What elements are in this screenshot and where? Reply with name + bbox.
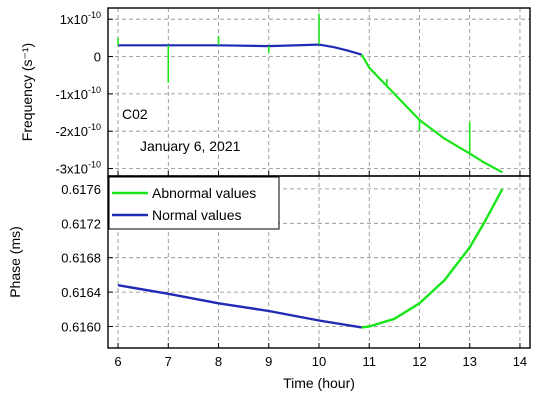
frequency-grid — [108, 8, 530, 176]
x-tick-label: 6 — [114, 354, 121, 369]
y-tick-label: 0.6168 — [61, 251, 101, 266]
frequency-ticks — [108, 18, 521, 176]
y-tick-label: 1x10-10 — [60, 10, 101, 27]
series-line-normal-values — [118, 43, 363, 56]
time-x-tick-labels: 6 7 8 9 10 11 12 13 14 — [114, 354, 527, 369]
frequency-plot-area — [117, 13, 503, 174]
legend: Abnormal values Normal values — [108, 176, 280, 230]
x-tick-label: 9 — [265, 354, 272, 369]
legend-label-abnormal: Abnormal values — [152, 185, 256, 201]
frequency-y-axis-label: Frequency (s⁻¹) — [19, 43, 35, 141]
x-tick-label: 10 — [312, 354, 326, 369]
y-tick-label: 0.6164 — [61, 285, 101, 300]
phase-plot-area — [117, 188, 504, 329]
series-line-abnormal-values — [361, 188, 504, 329]
x-tick-label: 12 — [412, 354, 426, 369]
date-annotation: January 6, 2021 — [140, 138, 241, 154]
x-tick-label: 14 — [513, 354, 527, 369]
x-tick-label: 7 — [165, 354, 172, 369]
legend-label-normal: Normal values — [152, 207, 241, 223]
y-tick-label: 0 — [94, 50, 101, 65]
series-line-abnormal-values — [360, 54, 503, 174]
y-tick-label: -3x10-10 — [55, 160, 101, 177]
phase-y-axis-label: Phase (ms) — [7, 226, 23, 298]
y-tick-label: 0.6176 — [61, 182, 101, 197]
legend-box — [108, 176, 280, 230]
y-tick-label: 0.6160 — [61, 320, 101, 335]
x-tick-label: 8 — [215, 354, 222, 369]
x-tick-label: 11 — [362, 354, 376, 369]
series-line-normal-values — [117, 284, 362, 329]
station-annotation: C02 — [122, 106, 148, 122]
phase-y-tick-labels: 0.6160 0.6164 0.6168 0.6172 0.6176 — [61, 182, 101, 335]
phase-grid — [108, 176, 530, 348]
x-tick-label: 13 — [462, 354, 476, 369]
y-tick-label: -2x10-10 — [55, 122, 101, 139]
phase-panel: 0.6160 0.6164 0.6168 0.6172 0.6176 6 7 8 9 10 11 1… — [7, 175, 531, 391]
frequency-y-tick-labels: 1x10-10 0 -1x10-10 -2x10-10 -3x10-10 — [55, 10, 101, 176]
y-tick-label: -1x10-10 — [55, 85, 101, 102]
y-tick-label: 0.6172 — [61, 216, 101, 231]
frequency-panel: 1x10-10 0 -1x10-10 -2x10-10 -3x10-10 Frequen… — [19, 7, 531, 177]
time-x-axis-label: Time (hour) — [283, 375, 355, 391]
